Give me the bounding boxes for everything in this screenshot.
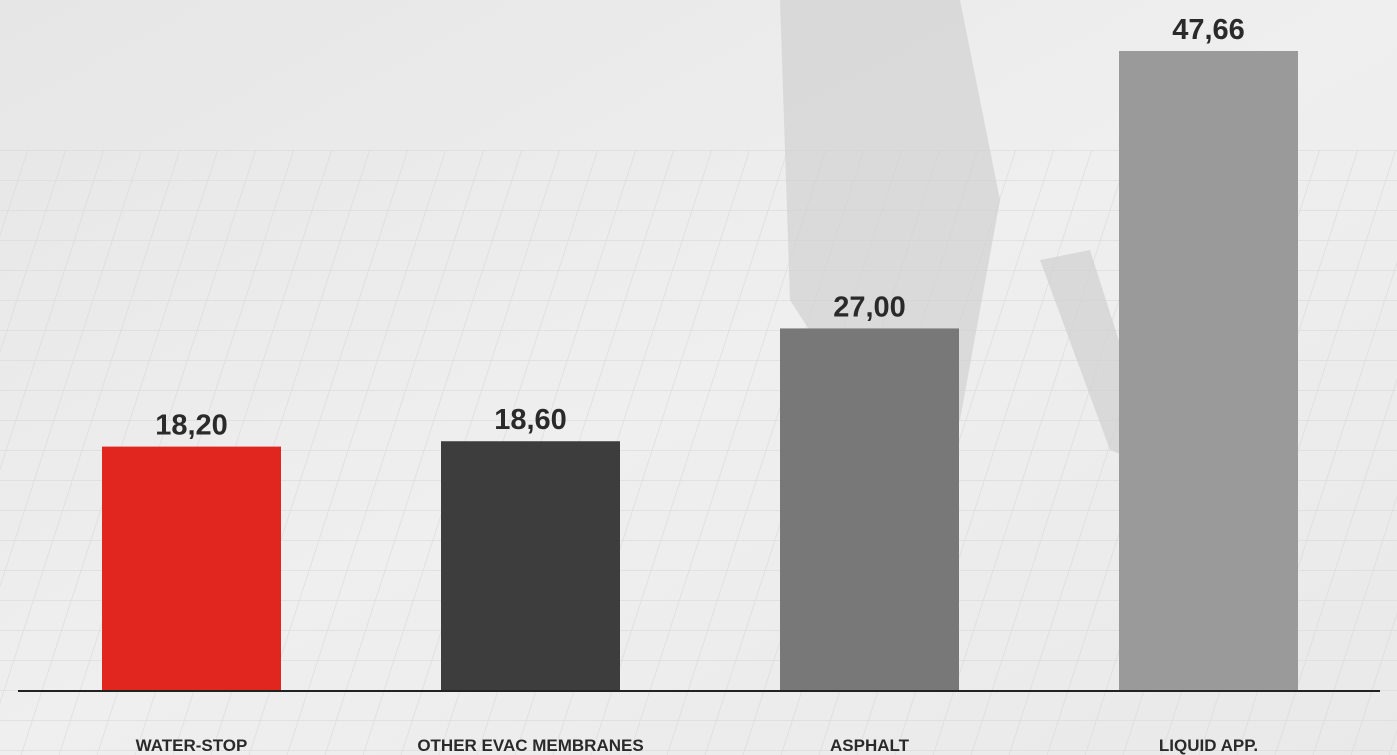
plot-area: 18,20 WATER-STOP 18,60 OTHER EVAC MEMBRANES… xyxy=(102,14,1298,755)
bar xyxy=(780,328,959,691)
value-label: 27,00 xyxy=(833,291,906,323)
value-label: 47,66 xyxy=(1172,14,1245,46)
bar xyxy=(102,446,281,691)
bar xyxy=(441,441,620,691)
x-tick-label: LIQUID APP. xyxy=(1159,736,1258,755)
value-label: 18,20 xyxy=(155,410,228,442)
bar xyxy=(1119,51,1298,691)
x-tick-label: ASPHALT xyxy=(830,736,910,755)
x-tick-label: WATER-STOP xyxy=(136,736,248,755)
x-tick-label: OTHER EVAC MEMBRANES xyxy=(417,736,643,755)
value-label: 18,60 xyxy=(494,404,567,436)
